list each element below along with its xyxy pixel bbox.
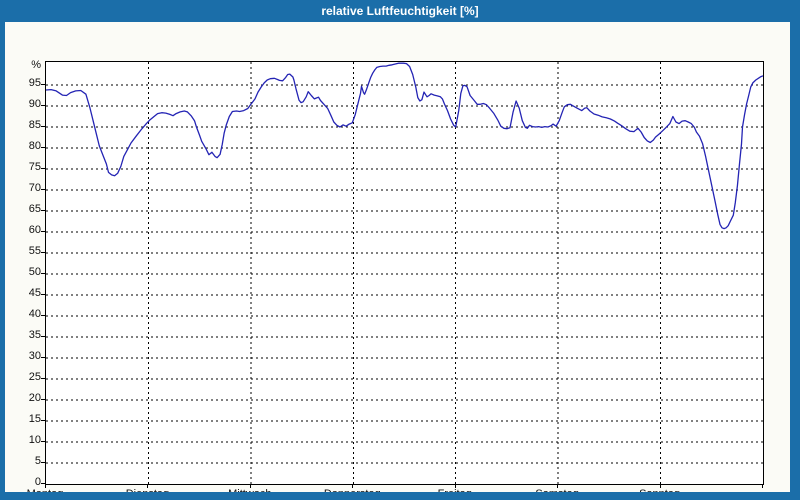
y-tick-mark <box>41 168 45 169</box>
x-tick-mark <box>45 484 46 488</box>
y-tick-mark <box>41 441 45 442</box>
y-tick-mark <box>41 315 45 316</box>
y-tick-mark <box>41 126 45 127</box>
y-tick-label-40: 40 <box>28 308 41 320</box>
y-tick-label-85: 85 <box>28 119 41 131</box>
y-tick-mark <box>41 147 45 148</box>
y-tick-label-45: 45 <box>28 287 41 299</box>
y-tick-mark <box>41 357 45 358</box>
x-tick-mark <box>659 484 661 488</box>
y-tick-label-30: 30 <box>28 350 41 362</box>
x-tick-mark <box>352 484 354 488</box>
y-tick-mark <box>41 294 45 295</box>
y-tick-label-20: 20 <box>28 392 41 404</box>
title-bar: relative Luftfeuchtigkeit [%] <box>0 0 800 22</box>
x-tick-mark <box>454 484 456 488</box>
y-tick-label-75: 75 <box>28 161 41 173</box>
y-tick-mark <box>41 420 45 421</box>
y-tick-mark <box>41 336 45 337</box>
y-tick-mark <box>41 462 45 463</box>
y-tick-label-80: 80 <box>28 140 41 152</box>
y-tick-mark <box>41 231 45 232</box>
y-tick-label-35: 35 <box>28 329 41 341</box>
y-tick-mark <box>41 483 45 484</box>
y-axis-unit-label: % <box>31 59 41 71</box>
humidity-line-chart <box>46 62 763 484</box>
x-tick-mark <box>147 484 149 488</box>
y-tick-label-50: 50 <box>28 266 41 278</box>
y-tick-label-70: 70 <box>28 182 41 194</box>
bottom-bar <box>0 492 800 500</box>
y-tick-label-0: 0 <box>34 476 41 488</box>
y-tick-label-5: 5 <box>34 455 41 467</box>
y-tick-label-15: 15 <box>28 413 41 425</box>
y-tick-label-95: 95 <box>28 77 41 89</box>
y-tick-mark <box>41 273 45 274</box>
x-tick-mark <box>762 484 763 488</box>
x-tick-mark <box>249 484 251 488</box>
y-tick-mark <box>41 84 45 85</box>
y-tick-mark <box>41 399 45 400</box>
y-tick-label-65: 65 <box>28 203 41 215</box>
y-tick-label-90: 90 <box>28 98 41 110</box>
y-tick-mark <box>41 210 45 211</box>
chart-plot-area <box>45 61 764 485</box>
y-tick-label-25: 25 <box>28 371 41 383</box>
y-tick-mark <box>41 189 45 190</box>
humidity-line-series <box>46 62 763 230</box>
y-tick-label-55: 55 <box>28 245 41 257</box>
y-tick-label-10: 10 <box>28 434 41 446</box>
y-tick-mark <box>41 105 45 106</box>
chart-area: % 0 5 10 15 20 25 30 35 40 45 50 55 60 65 70 75 80 85 90 95… <box>5 22 790 500</box>
y-tick-mark <box>41 252 45 253</box>
x-tick-mark <box>557 484 559 488</box>
y-tick-mark <box>41 378 45 379</box>
y-tick-label-60: 60 <box>28 224 41 236</box>
chart-title: relative Luftfeuchtigkeit [%] <box>321 4 479 18</box>
